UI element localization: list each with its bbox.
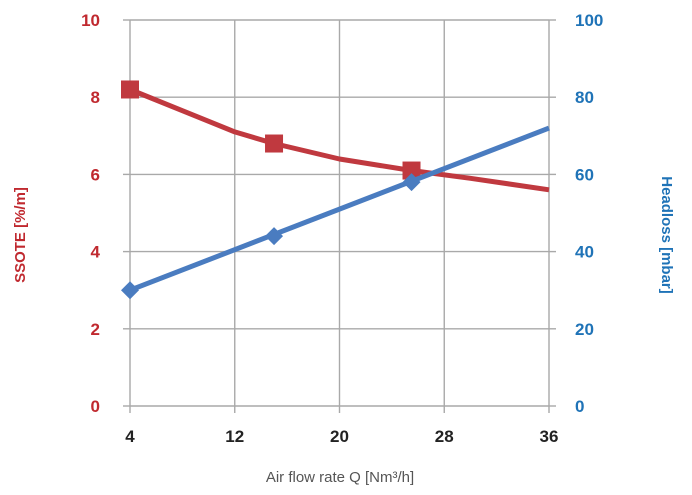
x-tick-label: 36 — [540, 427, 559, 446]
y-right-tick-label: 0 — [575, 397, 584, 416]
y-left-tick-label: 8 — [91, 88, 100, 107]
y-left-tick-label: 6 — [91, 165, 100, 184]
y-right-tick-label: 40 — [575, 243, 594, 262]
data-point-headloss — [265, 227, 284, 246]
x-tick-label: 20 — [330, 427, 349, 446]
data-point-headloss — [402, 173, 421, 192]
data-point-ssote — [265, 134, 284, 153]
x-axis-label: Air flow rate Q [Nm³/h] — [266, 469, 414, 486]
y-left-tick-label: 0 — [91, 397, 100, 416]
y-left-tick-label: 4 — [91, 243, 101, 262]
data-point-headloss — [121, 281, 139, 300]
y-left-tick-label: 10 — [81, 11, 100, 30]
y-right-tick-label: 80 — [575, 88, 594, 107]
x-tick-label: 12 — [225, 427, 244, 446]
series-line-headloss — [129, 125, 550, 293]
series-line-ssote — [129, 87, 550, 193]
y-axis-left-label: SSOTE [%/m] — [12, 187, 29, 283]
data-point-ssote — [402, 161, 421, 180]
y-axis-right-label: Headloss [mbar] — [658, 176, 675, 294]
y-right-tick-label: 100 — [575, 11, 603, 30]
x-tick-label: 4 — [125, 427, 135, 446]
grid — [123, 19, 556, 413]
series-layer — [121, 80, 550, 300]
y-right-tick-label: 20 — [575, 320, 594, 339]
data-point-ssote — [121, 80, 139, 99]
y-left-tick-label: 2 — [91, 320, 100, 339]
y-right-tick-label: 60 — [575, 165, 594, 184]
x-tick-label: 28 — [435, 427, 454, 446]
